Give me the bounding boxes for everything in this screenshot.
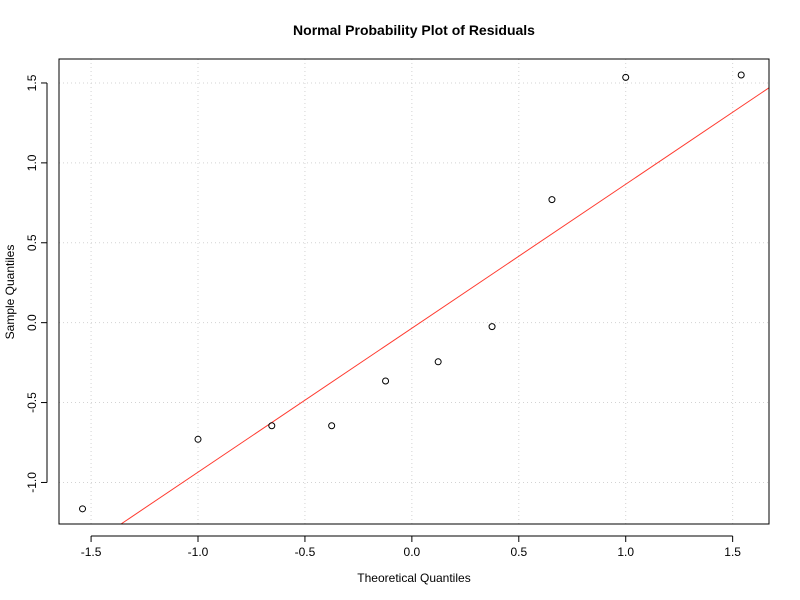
x-tick-label: -1.0 <box>188 545 209 559</box>
y-tick-label: 1.0 <box>25 154 39 171</box>
y-tick-label: 0.5 <box>25 234 39 251</box>
data-point <box>194 435 202 443</box>
x-tick-label: -1.5 <box>81 545 102 559</box>
x-tick-label: 0.0 <box>404 545 421 559</box>
reference-line-layer <box>120 87 769 524</box>
data-point <box>622 73 630 81</box>
data-point <box>268 422 276 430</box>
data-points <box>79 71 745 513</box>
data-point <box>548 196 556 204</box>
y-tick-label: -0.5 <box>25 392 39 413</box>
y-axis-label: Sample Quantiles <box>3 245 17 340</box>
grid <box>59 59 769 524</box>
y-tick-label: 0.0 <box>25 314 39 331</box>
x-tick-label: 1.0 <box>617 545 634 559</box>
data-point <box>488 323 496 331</box>
y-axis: -1.0 -0.5 0.0 0.5 1.0 1.5 <box>25 74 48 493</box>
reference-line <box>120 87 769 524</box>
y-tick-label: -1.0 <box>25 472 39 493</box>
data-point <box>328 422 336 430</box>
x-axis-label: Theoretical Quantiles <box>357 571 470 585</box>
x-tick-label: 0.5 <box>510 545 527 559</box>
x-axis: -1.5 -1.0 -0.5 0.0 0.5 1.0 1.5 <box>81 535 741 559</box>
x-tick-label: 1.5 <box>724 545 741 559</box>
data-point <box>737 71 745 79</box>
data-point <box>434 358 442 366</box>
x-tick-label: -0.5 <box>295 545 316 559</box>
y-tick-label: 1.5 <box>25 74 39 91</box>
plot-frame <box>58 58 770 525</box>
data-point <box>79 505 87 513</box>
chart-title: Normal Probability Plot of Residuals <box>293 22 535 38</box>
data-point <box>382 377 390 385</box>
